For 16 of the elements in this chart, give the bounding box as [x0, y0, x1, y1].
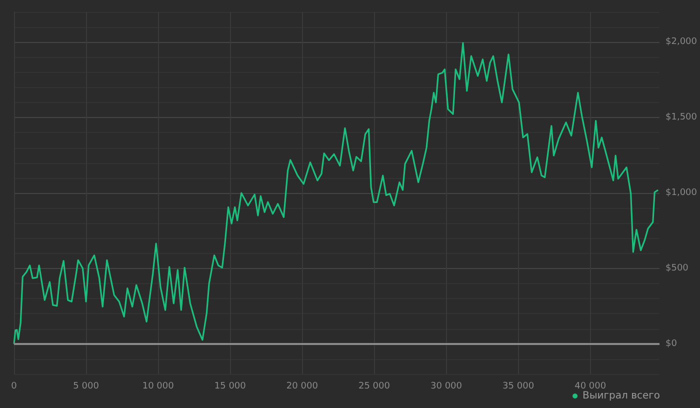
y-tick-label: $2,000: [666, 37, 698, 48]
x-tick-label: 35 000: [502, 382, 534, 392]
y-tick-label: $500: [666, 263, 689, 274]
y-tick-label: $1,000: [666, 188, 698, 198]
x-tick-label: 40 000: [574, 382, 606, 392]
x-tick-label: 30 000: [430, 382, 462, 392]
legend-label: Выиграл всего: [582, 390, 660, 402]
x-tick-label: 10 000: [142, 382, 174, 392]
x-tick-label: 15 000: [214, 382, 246, 392]
x-tick-label: 0: [11, 382, 18, 392]
x-tick-label: 20 000: [286, 382, 318, 392]
y-tick-label: $0: [666, 338, 678, 349]
x-tick-label: 5 000: [73, 382, 100, 392]
x-tick-label: 25 000: [358, 382, 390, 392]
line-series: [13, 42, 659, 345]
y-tick-label: $1,500: [666, 112, 698, 123]
